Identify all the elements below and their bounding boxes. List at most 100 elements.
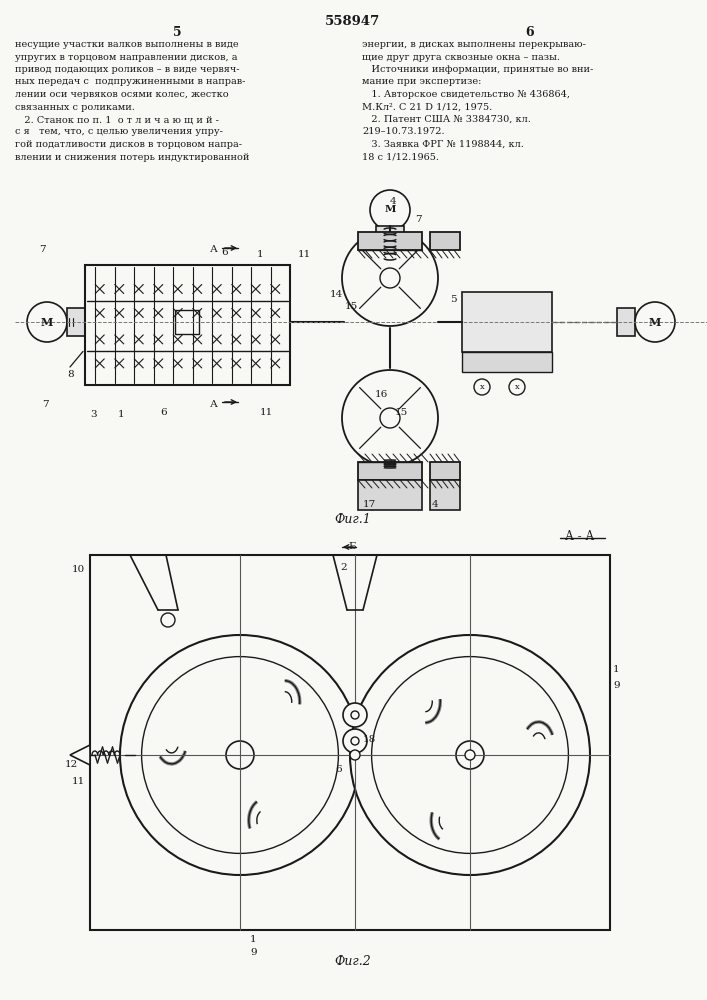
Text: лении оси червяков осями колес, жестко: лении оси червяков осями колес, жестко: [15, 90, 228, 99]
Text: Источники информации, принятые во вни-: Источники информации, принятые во вни-: [362, 65, 593, 74]
Bar: [376, 226, 404, 248]
Bar: [175, 310, 199, 334]
Text: упругих в торцовом направлении дисков, а: упругих в торцовом направлении дисков, а: [15, 52, 238, 62]
Text: с я   тем, что, с целью увеличения упру-: с я тем, что, с целью увеличения упру-: [15, 127, 223, 136]
Bar: [358, 232, 422, 250]
Text: 14: 14: [330, 290, 344, 299]
Text: привод подающих роликов – в виде червяч-: привод подающих роликов – в виде червяч-: [15, 65, 240, 74]
Text: влении и снижения потерь индуктированной: влении и снижения потерь индуктированной: [15, 152, 250, 161]
Circle shape: [380, 268, 400, 288]
Circle shape: [161, 613, 175, 627]
Text: М.Кл². С 21 D 1/12, 1975.: М.Кл². С 21 D 1/12, 1975.: [362, 103, 492, 111]
Text: энергии, в дисках выполнены перекрываю-: энергии, в дисках выполнены перекрываю-: [362, 40, 586, 49]
Text: 1: 1: [118, 410, 124, 419]
Text: 11: 11: [260, 408, 273, 417]
Text: 11: 11: [71, 777, 85, 786]
Text: М: М: [649, 316, 661, 328]
Circle shape: [372, 657, 568, 853]
Text: Фиг.2: Фиг.2: [334, 955, 371, 968]
Circle shape: [380, 408, 400, 428]
Circle shape: [343, 703, 367, 727]
Text: 6: 6: [160, 408, 167, 417]
Text: x: x: [515, 383, 520, 391]
Text: 7: 7: [415, 215, 421, 224]
Circle shape: [351, 711, 359, 719]
Circle shape: [342, 230, 438, 326]
Bar: [90, 555, 610, 930]
Text: 5: 5: [450, 295, 457, 304]
Text: 4: 4: [390, 197, 397, 206]
Circle shape: [141, 657, 339, 853]
Polygon shape: [70, 745, 90, 765]
Text: А: А: [210, 245, 218, 254]
Text: 15: 15: [345, 302, 358, 311]
Circle shape: [635, 302, 675, 342]
Bar: [85, 265, 290, 385]
Text: 6: 6: [221, 248, 228, 257]
Circle shape: [456, 741, 484, 769]
Text: 7: 7: [42, 400, 49, 409]
Bar: [358, 462, 422, 480]
Text: 3: 3: [90, 410, 97, 419]
Circle shape: [350, 750, 360, 760]
Circle shape: [342, 370, 438, 466]
Circle shape: [509, 379, 525, 395]
Bar: [430, 480, 460, 510]
Text: Фиг.1: Фиг.1: [334, 513, 371, 526]
Text: 15: 15: [395, 408, 408, 417]
Text: А - А: А - А: [566, 530, 595, 543]
Circle shape: [474, 379, 490, 395]
Text: мание при экспертизе:: мание при экспертизе:: [362, 78, 481, 87]
Text: связанных с роликами.: связанных с роликами.: [15, 103, 135, 111]
Bar: [617, 308, 635, 336]
Text: 1: 1: [250, 935, 257, 944]
Text: 5: 5: [173, 26, 181, 39]
Text: 3. Заявка ФРГ № 1198844, кл.: 3. Заявка ФРГ № 1198844, кл.: [362, 140, 524, 149]
Text: 10: 10: [71, 565, 85, 574]
Text: 558947: 558947: [325, 15, 380, 28]
Bar: [462, 352, 552, 372]
Circle shape: [465, 750, 475, 760]
Text: 6: 6: [526, 26, 534, 39]
Text: x: x: [479, 383, 484, 391]
Circle shape: [27, 302, 67, 342]
Circle shape: [350, 635, 590, 875]
Bar: [462, 292, 552, 352]
Bar: [430, 232, 460, 250]
Text: гой податливости дисков в торцовом напра-: гой податливости дисков в торцовом напра…: [15, 140, 242, 149]
Circle shape: [351, 737, 359, 745]
Text: М: М: [41, 316, 53, 328]
Bar: [67, 308, 85, 336]
Text: щие друг друга сквозные окна – пазы.: щие друг друга сквозные окна – пазы.: [362, 52, 560, 62]
Circle shape: [343, 729, 367, 753]
Text: 18: 18: [363, 735, 376, 744]
Text: 1: 1: [613, 665, 619, 674]
Bar: [358, 480, 422, 510]
Text: 2. Станок по п. 1  о т л и ч а ю щ и й -: 2. Станок по п. 1 о т л и ч а ю щ и й -: [15, 115, 219, 124]
Text: 9: 9: [250, 948, 257, 957]
Text: 8: 8: [67, 370, 74, 379]
Circle shape: [120, 635, 360, 875]
Text: 2: 2: [340, 563, 346, 572]
Text: 12: 12: [65, 760, 78, 769]
Bar: [430, 462, 460, 480]
Text: 11: 11: [298, 250, 311, 259]
Text: Б: Б: [348, 542, 356, 551]
Text: 4: 4: [432, 500, 438, 509]
Text: ных передач с  подпружиненными в направ-: ных передач с подпружиненными в направ-: [15, 78, 245, 87]
Text: 6: 6: [335, 765, 341, 774]
Text: 7: 7: [39, 245, 46, 254]
Text: 18 с 1/12.1965.: 18 с 1/12.1965.: [362, 152, 439, 161]
Circle shape: [370, 190, 410, 230]
Text: 219–10.73.1972.: 219–10.73.1972.: [362, 127, 445, 136]
Text: 2. Патент США № 3384730, кл.: 2. Патент США № 3384730, кл.: [362, 115, 531, 124]
Text: А: А: [210, 400, 218, 409]
Text: 16: 16: [375, 390, 388, 399]
Text: 17: 17: [363, 500, 376, 509]
Text: 9: 9: [613, 681, 619, 690]
Text: 1. Авторское свидетельство № 436864,: 1. Авторское свидетельство № 436864,: [362, 90, 570, 99]
Text: 1: 1: [257, 250, 264, 259]
Circle shape: [226, 741, 254, 769]
Text: М: М: [384, 206, 396, 215]
Text: несущие участки валков выполнены в виде: несущие участки валков выполнены в виде: [15, 40, 239, 49]
